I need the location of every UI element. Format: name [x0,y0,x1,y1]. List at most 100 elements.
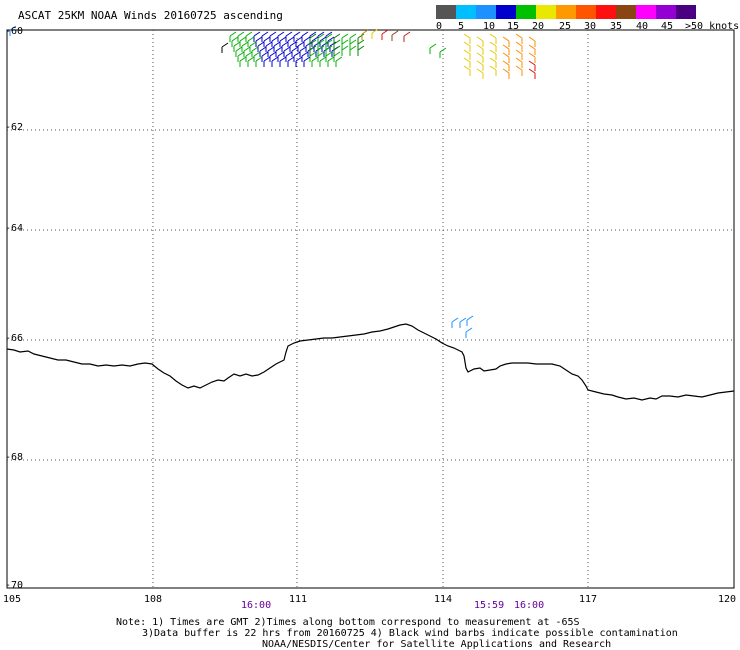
wind-barb [463,41,471,52]
wind-barb [463,49,471,60]
wind-barb [489,57,497,68]
note-line-2: 3)Data buffer is 22 hrs from 20160725 4)… [142,628,678,639]
wind-barb [371,28,379,39]
wind-barb [309,39,317,50]
legend-swatch [656,5,677,19]
wind-barb [476,52,484,63]
wind-barb [528,52,536,63]
wind-barb [349,33,357,44]
wind-barb [489,33,497,44]
wind-barb [325,39,333,50]
legend-label-50-knots: >50 knots [685,21,740,32]
wind-barb [502,44,510,55]
legend-swatch [536,5,557,19]
wind-barb [459,317,467,328]
wind-barb [515,49,523,60]
wind-barb [341,45,349,56]
wind-barb [381,29,389,40]
wind-barb [429,43,437,54]
wind-barb [319,56,327,67]
legend-label-15: 15 [507,21,520,32]
lat-label-66: -66 [5,333,24,344]
wind-barb [235,46,243,57]
wind-barb [502,52,510,63]
wind-barb [247,56,255,67]
wind-barb [528,60,536,71]
wind-barb [451,317,459,328]
legend-label-45: 45 [661,21,674,32]
wind-barb [349,39,357,50]
legend-swatch [476,5,497,19]
legend-swatch [596,5,617,19]
map-title: ASCAT 25KM NOAA Winds 20160725 ascending [18,9,283,22]
wind-barb [239,56,247,67]
wind-barb [325,33,333,44]
wind-barb [333,33,341,44]
lat-label-64: -64 [5,223,24,234]
lon-label-117: 117 [579,594,598,605]
wind-barb [317,33,325,44]
wind-barb [502,68,510,79]
wind-barb [463,57,471,68]
lon-label-108: 108 [144,594,163,605]
wind-barb [357,39,365,50]
note-line-1: Note: 1) Times are GMT 2)Times along bot… [116,617,580,628]
wind-barb [327,56,335,67]
graticule [7,30,734,588]
wind-barb [476,36,484,47]
legend-swatch [456,5,477,19]
map-frame [6,29,735,589]
wind-barb [333,39,341,50]
note-line-3: NOAA/NESDIS/Center for Satellite Applica… [262,639,612,650]
legend-label-5: 5 [458,21,465,32]
wind-barb [311,56,319,67]
wind-speed-legend [436,5,697,35]
lon-label-105: 105 [3,594,22,605]
wind-barb [221,42,229,53]
wind-barb [279,56,287,67]
legend-swatch [556,5,577,19]
coastline [6,323,735,401]
wind-barb [341,39,349,50]
lat-label-68: -68 [5,452,24,463]
wind-barb [317,45,325,56]
wind-barb [489,41,497,52]
wind-barb [271,56,279,67]
wind-barb [303,56,311,67]
wind-barb [237,51,245,62]
legend-label-25: 25 [559,21,572,32]
wind-barb [295,56,303,67]
wind-barb [403,31,411,42]
wind-barb [463,33,471,44]
wind-barb [502,36,510,47]
wind-barb [9,25,17,36]
pass-time-2: 15:59 [474,600,505,611]
legend-label-35: 35 [610,21,623,32]
wind-barb [391,30,399,41]
lon-label-114: 114 [434,594,453,605]
wind-barb [489,49,497,60]
wind-barb [309,33,317,44]
wind-barb [229,31,237,42]
wind-barb [287,56,295,67]
wind-barb [233,41,241,52]
wind-barb [357,33,365,44]
wind-barb [465,327,473,338]
legend-swatch [436,5,457,19]
wind-barb [317,39,325,50]
legend-label-10: 10 [483,21,496,32]
wind-barb [515,65,523,76]
wind-barb [349,45,357,56]
wind-barb [335,56,343,67]
legend-label-40: 40 [636,21,649,32]
legend-swatch [576,5,597,19]
wind-barb [489,65,497,76]
wind-barb [515,33,523,44]
wind-barb [341,33,349,44]
lat-label-70: -70 [5,580,24,591]
legend-swatch [616,5,637,19]
wind-barb [255,56,263,67]
wind-barb [463,65,471,76]
lon-label-120: 120 [718,594,737,605]
